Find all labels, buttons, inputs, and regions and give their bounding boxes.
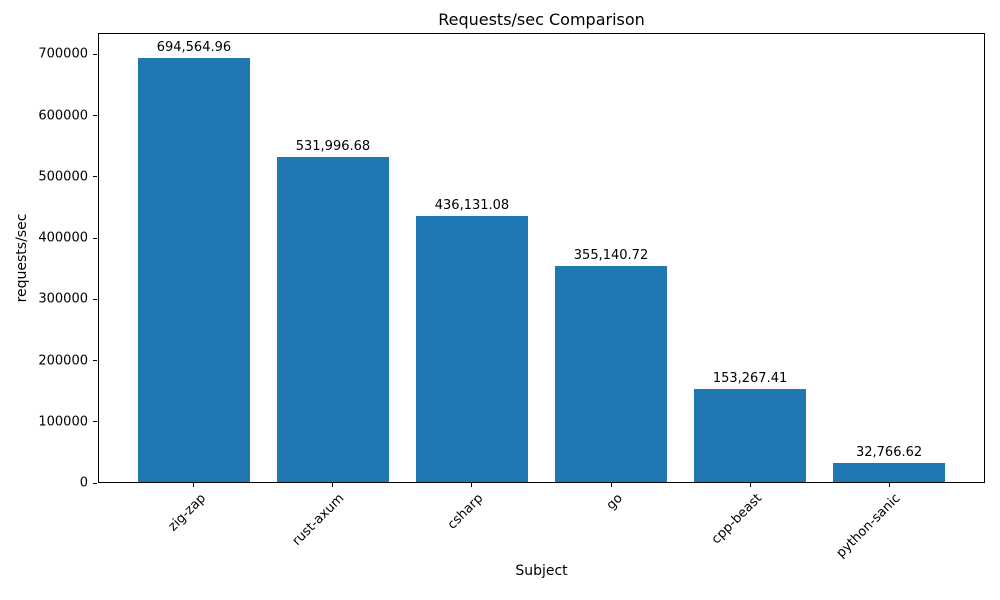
y-tick-label: 400000	[38, 230, 88, 246]
x-tick-mark	[193, 483, 195, 487]
y-tick-label: 500000	[38, 169, 88, 185]
x-tick-label: cpp-beast	[708, 491, 765, 548]
x-tick-mark	[749, 483, 751, 487]
bar-value-label: 32,766.62	[855, 444, 923, 460]
y-tick-label: 700000	[38, 46, 88, 62]
y-tick-mark	[93, 237, 97, 239]
y-tick-mark	[93, 298, 97, 300]
y-tick-mark	[93, 53, 97, 55]
chart-title: Requests/sec Comparison	[438, 10, 645, 29]
bar-value-label: 531,996.68	[295, 139, 371, 155]
x-tick-label: csharp	[445, 491, 487, 533]
bar-value-label: 694,564.96	[156, 39, 232, 55]
x-tick-mark	[610, 483, 612, 487]
x-tick-mark	[888, 483, 890, 487]
y-tick-label: 100000	[38, 414, 88, 430]
bar	[277, 157, 389, 482]
y-tick-mark	[93, 176, 97, 178]
bar-value-label: 153,267.41	[712, 371, 788, 387]
y-tick-label: 0	[79, 475, 88, 491]
bar	[833, 462, 945, 482]
y-tick-label: 200000	[38, 353, 88, 369]
bar	[555, 265, 667, 482]
y-tick-mark	[93, 115, 97, 117]
bar	[138, 57, 250, 482]
bar	[416, 215, 528, 482]
x-tick-label: rust-axum	[289, 491, 348, 549]
y-tick-mark	[93, 482, 97, 484]
y-tick-label: 600000	[38, 108, 88, 124]
x-axis-label: Subject	[515, 563, 568, 579]
y-tick-label: 300000	[38, 291, 88, 307]
x-tick-label: go	[603, 491, 626, 514]
x-tick-label: zig-zap	[165, 491, 209, 535]
bar	[694, 389, 806, 482]
y-tick-mark	[93, 421, 97, 423]
bar-value-label: 355,140.72	[573, 247, 649, 263]
y-axis-label: requests/sec	[14, 213, 30, 303]
x-tick-label: python-sanic	[833, 491, 904, 561]
x-tick-mark	[471, 483, 473, 487]
x-tick-mark	[332, 483, 334, 487]
y-tick-mark	[93, 360, 97, 362]
bar-value-label: 436,131.08	[434, 197, 510, 213]
